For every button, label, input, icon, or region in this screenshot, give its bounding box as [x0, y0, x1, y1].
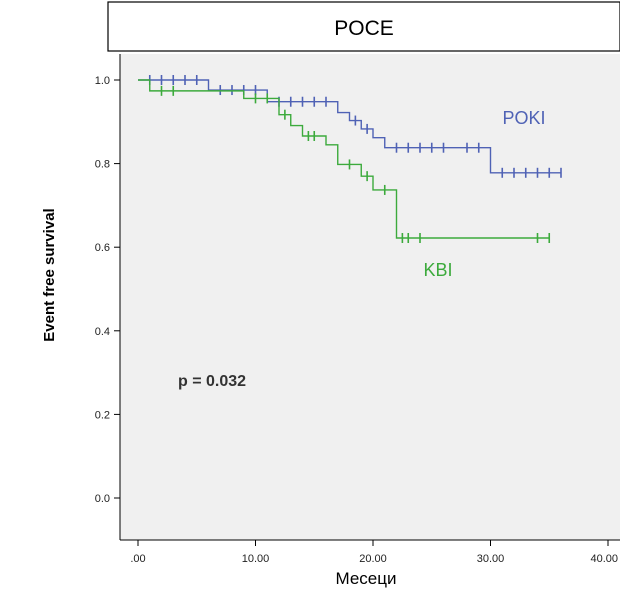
p-value-annotation: p = 0.032 [178, 373, 246, 390]
x-ticks: .00 10.00 20.00 30.00 40.00 [130, 540, 618, 565]
x-tick-label: 40.00 [590, 553, 618, 565]
x-tick-label: 10.00 [242, 553, 270, 565]
series-label-poki: POKI [502, 108, 545, 128]
chart-title: POCE [334, 17, 394, 40]
y-ticks: 0.0 0.2 0.4 0.6 0.8 1.0 [95, 75, 120, 505]
x-tick-label: .00 [130, 553, 145, 565]
series-label-kbi: KBI [423, 260, 452, 280]
y-tick-label: 0.6 [95, 242, 110, 254]
y-tick-label: 0.8 [95, 159, 110, 171]
y-tick-label: 0.4 [95, 326, 110, 338]
y-tick-label: 1.0 [95, 75, 110, 87]
y-axis-title: Event free survival [41, 208, 58, 341]
x-tick-label: 20.00 [359, 553, 387, 565]
x-axis-title: Месеци [336, 569, 397, 588]
y-tick-label: 0.0 [95, 493, 110, 505]
y-tick-label: 0.2 [95, 409, 110, 421]
x-tick-label: 30.00 [477, 553, 505, 565]
